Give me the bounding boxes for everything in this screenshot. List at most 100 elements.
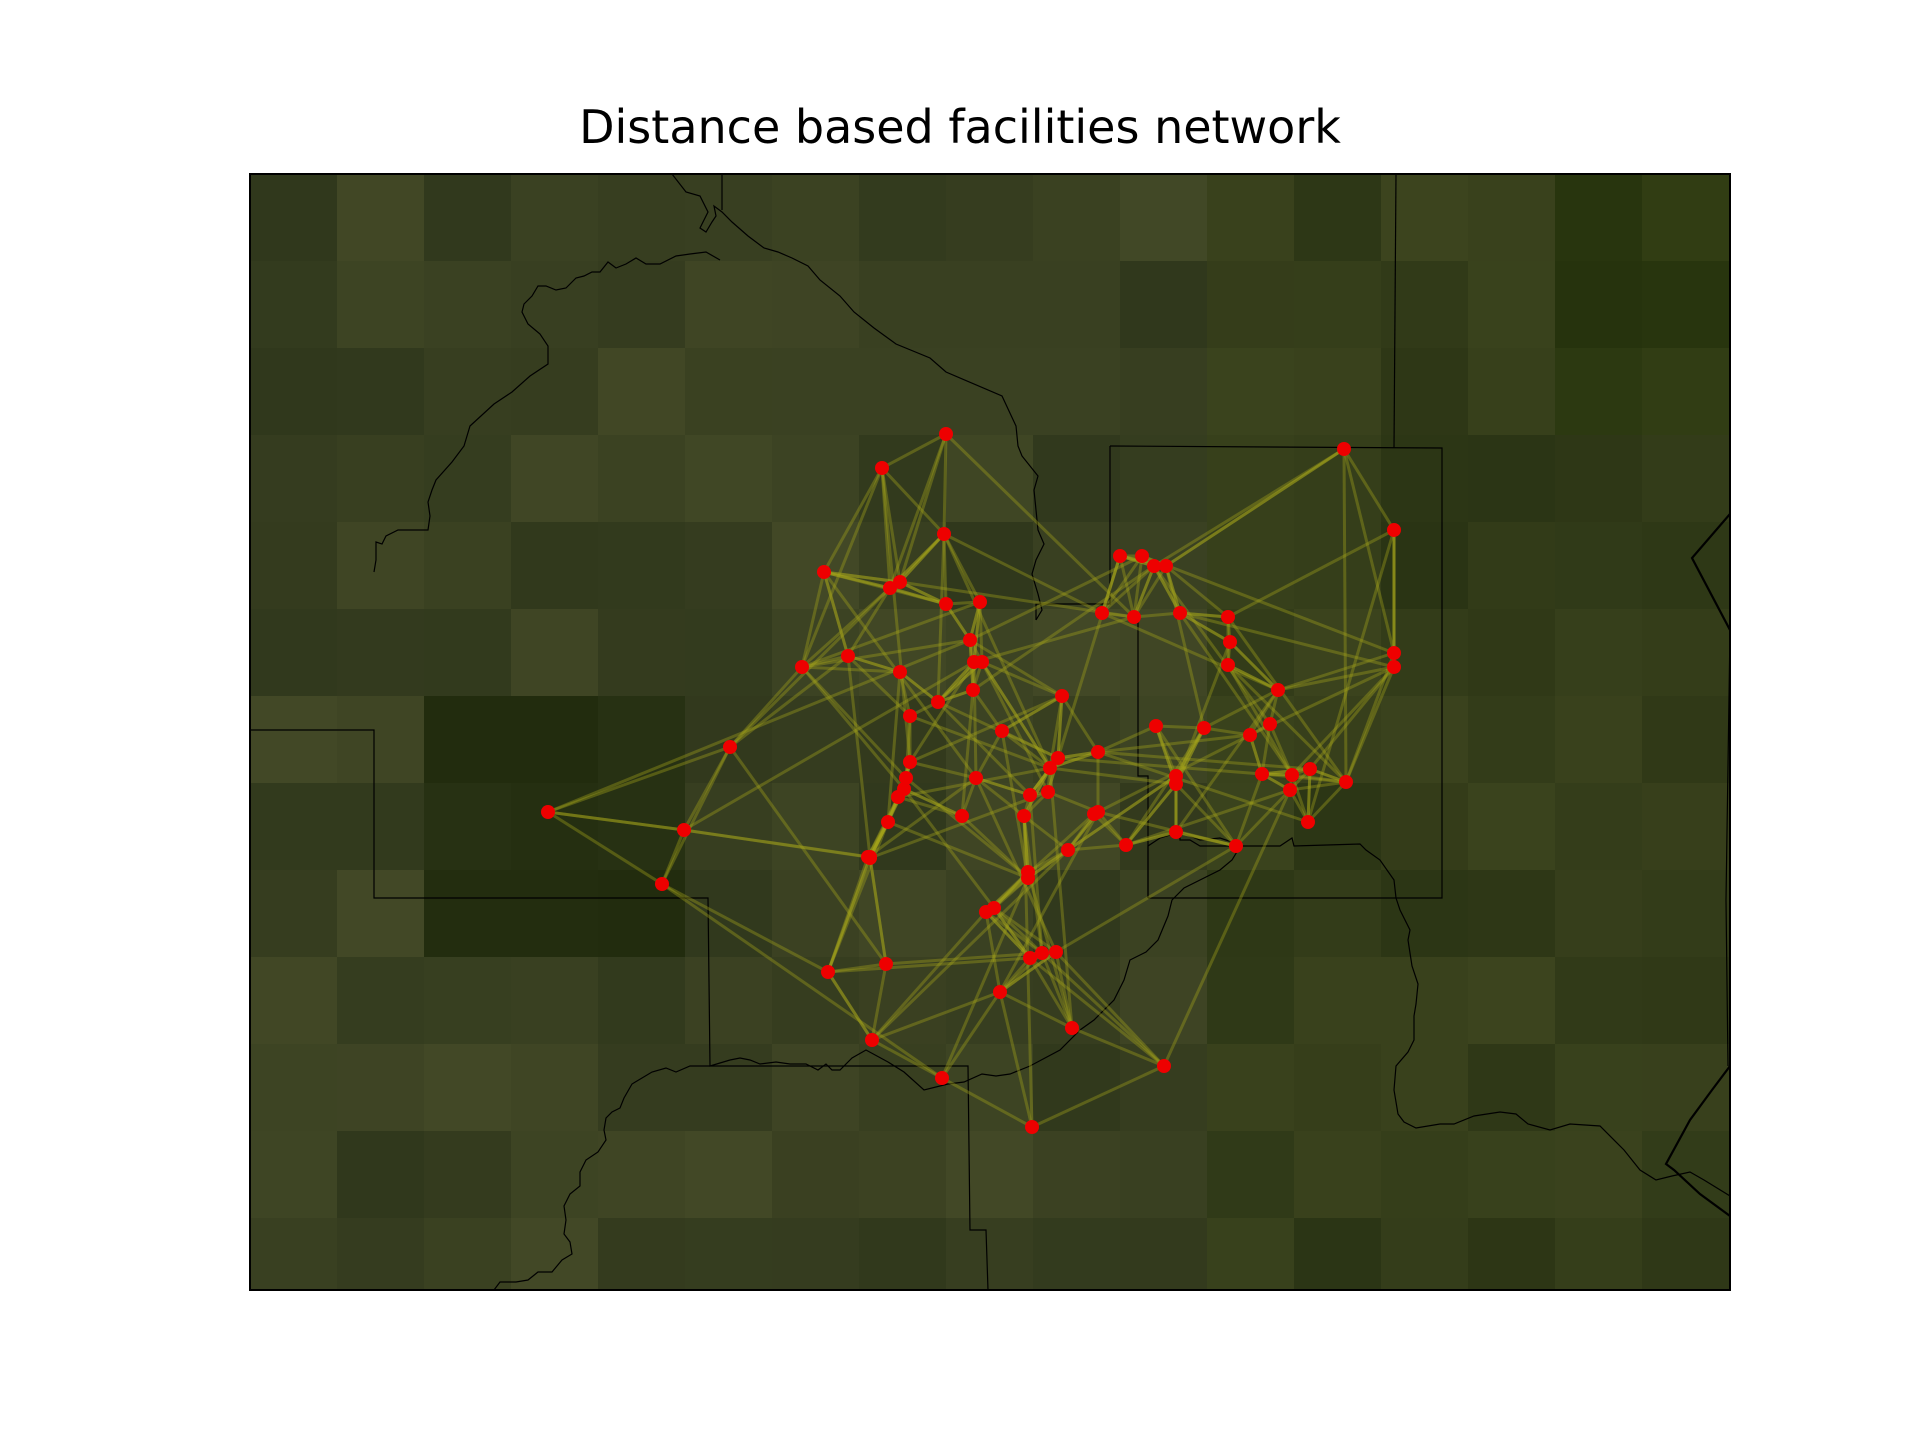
network-edge — [823, 570, 891, 590]
network-edge — [1164, 565, 1206, 729]
network-edge — [999, 990, 1073, 1030]
network-edge — [1174, 641, 1232, 785]
network-edge — [1001, 729, 1059, 760]
network-edge — [1133, 611, 1181, 619]
network-edge — [1152, 565, 1182, 614]
network-edge — [682, 746, 732, 831]
state-border — [1109, 445, 1443, 899]
network-edge — [993, 906, 1057, 954]
facility-node — [655, 877, 669, 891]
facility-node — [1263, 717, 1277, 731]
network-edge — [973, 615, 1135, 664]
state-border — [1035, 446, 1111, 620]
network-edge — [1277, 665, 1395, 692]
facility-node — [1337, 442, 1351, 456]
network-edge — [1179, 611, 1231, 644]
state-border — [1725, 629, 1730, 1067]
facility-node — [723, 740, 737, 754]
network-edge — [1071, 1026, 1165, 1068]
network-edge — [972, 601, 982, 663]
network-edge — [899, 580, 1135, 619]
facility-node — [1023, 951, 1037, 965]
network-edge — [801, 638, 971, 669]
network-edge — [940, 991, 1002, 1079]
network-edge — [889, 586, 947, 606]
facility-node — [1087, 807, 1101, 821]
network-edge — [1234, 773, 1264, 847]
network-edge — [885, 951, 1043, 966]
facility-node — [966, 683, 980, 697]
network-edge — [827, 962, 887, 974]
network-edge — [899, 580, 947, 606]
network-edge — [944, 432, 1136, 619]
river-border — [709, 831, 1239, 1091]
network-edge — [908, 661, 976, 763]
network-edge — [1124, 727, 1206, 846]
network-edge — [1022, 815, 1030, 873]
network-edge — [1152, 565, 1182, 614]
network-edge — [871, 1038, 943, 1080]
network-edge — [981, 660, 1063, 698]
network-edge — [826, 971, 874, 1041]
network-edge — [826, 857, 872, 973]
network-edge — [936, 533, 946, 703]
network-edge — [899, 670, 939, 704]
network-edge — [1054, 951, 1074, 1029]
network-edge — [1049, 750, 1099, 770]
facility-node — [1387, 523, 1401, 537]
network-edge — [729, 654, 849, 749]
network-edge — [1306, 780, 1348, 824]
facility-node — [1303, 762, 1317, 776]
network-edge — [974, 730, 1004, 779]
network-edge — [868, 856, 888, 965]
network-edge — [969, 554, 1143, 642]
network-edge — [660, 829, 686, 885]
network-edge — [942, 533, 1052, 769]
river-border — [671, 174, 1045, 621]
network-edge — [866, 796, 900, 858]
network-edge — [1290, 665, 1396, 777]
network-edge — [1101, 611, 1279, 692]
facility-node — [795, 660, 809, 674]
facility-node — [969, 771, 983, 785]
network-edge — [944, 603, 972, 641]
network-edge — [1056, 695, 1064, 759]
network-edge — [1125, 788, 1291, 847]
network-edge — [1290, 774, 1310, 823]
network-edge — [1165, 447, 1345, 568]
state-border — [1393, 174, 1397, 449]
network-edge — [822, 571, 850, 657]
network-edge — [960, 814, 1030, 880]
network-edge — [1226, 616, 1348, 783]
network-edge — [880, 466, 946, 536]
network-edge — [1342, 448, 1396, 654]
facility-node — [1095, 606, 1109, 620]
network-edge — [547, 745, 731, 814]
network-edge — [1097, 750, 1311, 771]
network-edge — [1056, 695, 1064, 759]
network-edge — [999, 950, 1057, 994]
facility-node — [1113, 549, 1127, 563]
network-edge — [800, 571, 826, 668]
network-edge — [1162, 789, 1292, 1067]
network-edge — [971, 689, 1004, 732]
network-edge — [1056, 555, 1122, 759]
network-edge — [1227, 663, 1279, 692]
state-border — [1664, 1065, 1730, 1217]
network-edge — [1175, 830, 1237, 848]
network-edge — [1174, 782, 1238, 848]
facility-node — [1255, 767, 1269, 781]
network-edge — [880, 467, 902, 583]
network-edge — [823, 570, 901, 584]
network-edge — [999, 950, 1057, 994]
network-edge — [870, 848, 1070, 1042]
network-edge — [1261, 772, 1347, 784]
network-edge — [880, 467, 892, 589]
facility-node — [1049, 945, 1063, 959]
network-edge — [1227, 663, 1279, 692]
network-edge — [661, 882, 943, 1080]
network-edge — [826, 856, 870, 973]
map-frame — [249, 173, 1731, 1291]
facility-node — [1055, 689, 1069, 703]
facility-node — [817, 565, 831, 579]
